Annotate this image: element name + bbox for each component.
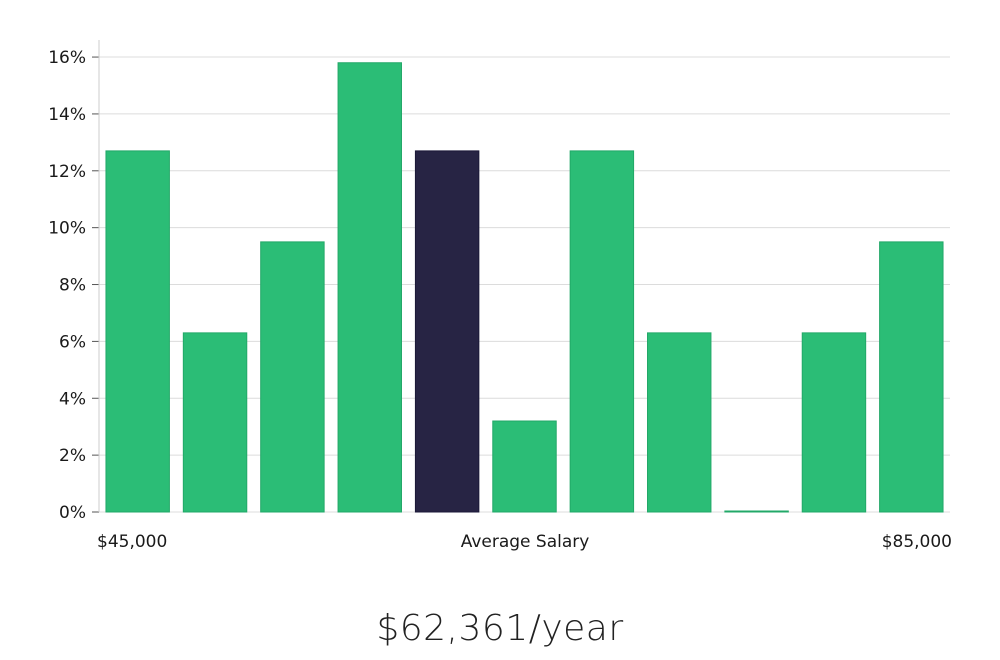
bar-9 xyxy=(801,332,867,513)
bar-0 xyxy=(105,150,170,513)
x-label-center: Average Salary xyxy=(461,532,590,552)
axes xyxy=(92,40,100,513)
bars xyxy=(105,62,944,513)
y-tick-label-5: 10% xyxy=(48,219,86,239)
y-tick-label-6: 12% xyxy=(48,162,86,182)
bar-8 xyxy=(724,510,789,513)
x-label-max: $85,000 xyxy=(882,532,952,552)
salary-histogram: $45,000 Average Salary $85,000 0% 2% 4% 6% 8… xyxy=(48,40,952,552)
y-tick-label-3: 6% xyxy=(59,332,86,352)
bar-5 xyxy=(492,420,557,513)
bar-3 xyxy=(337,62,402,513)
bar-6 xyxy=(569,150,635,513)
y-tick-label-0: 0% xyxy=(59,503,86,523)
bar-10 xyxy=(879,241,944,513)
bar-7 xyxy=(647,332,712,513)
y-tick-label-7: 14% xyxy=(48,105,86,125)
x-label-min: $45,000 xyxy=(97,532,167,552)
bar-highlight-average xyxy=(414,150,480,513)
labels: $45,000 Average Salary $85,000 0% 2% 4% 6% 8… xyxy=(48,48,952,552)
y-tick-label-8: 16% xyxy=(48,48,86,68)
average-salary-value: $62,361/year xyxy=(376,608,624,649)
y-tick-label-1: 2% xyxy=(59,446,86,466)
bar-2 xyxy=(260,241,325,513)
y-tick-label-2: 4% xyxy=(59,389,86,409)
bar-1 xyxy=(182,332,248,513)
y-tick-label-4: 8% xyxy=(59,276,86,296)
